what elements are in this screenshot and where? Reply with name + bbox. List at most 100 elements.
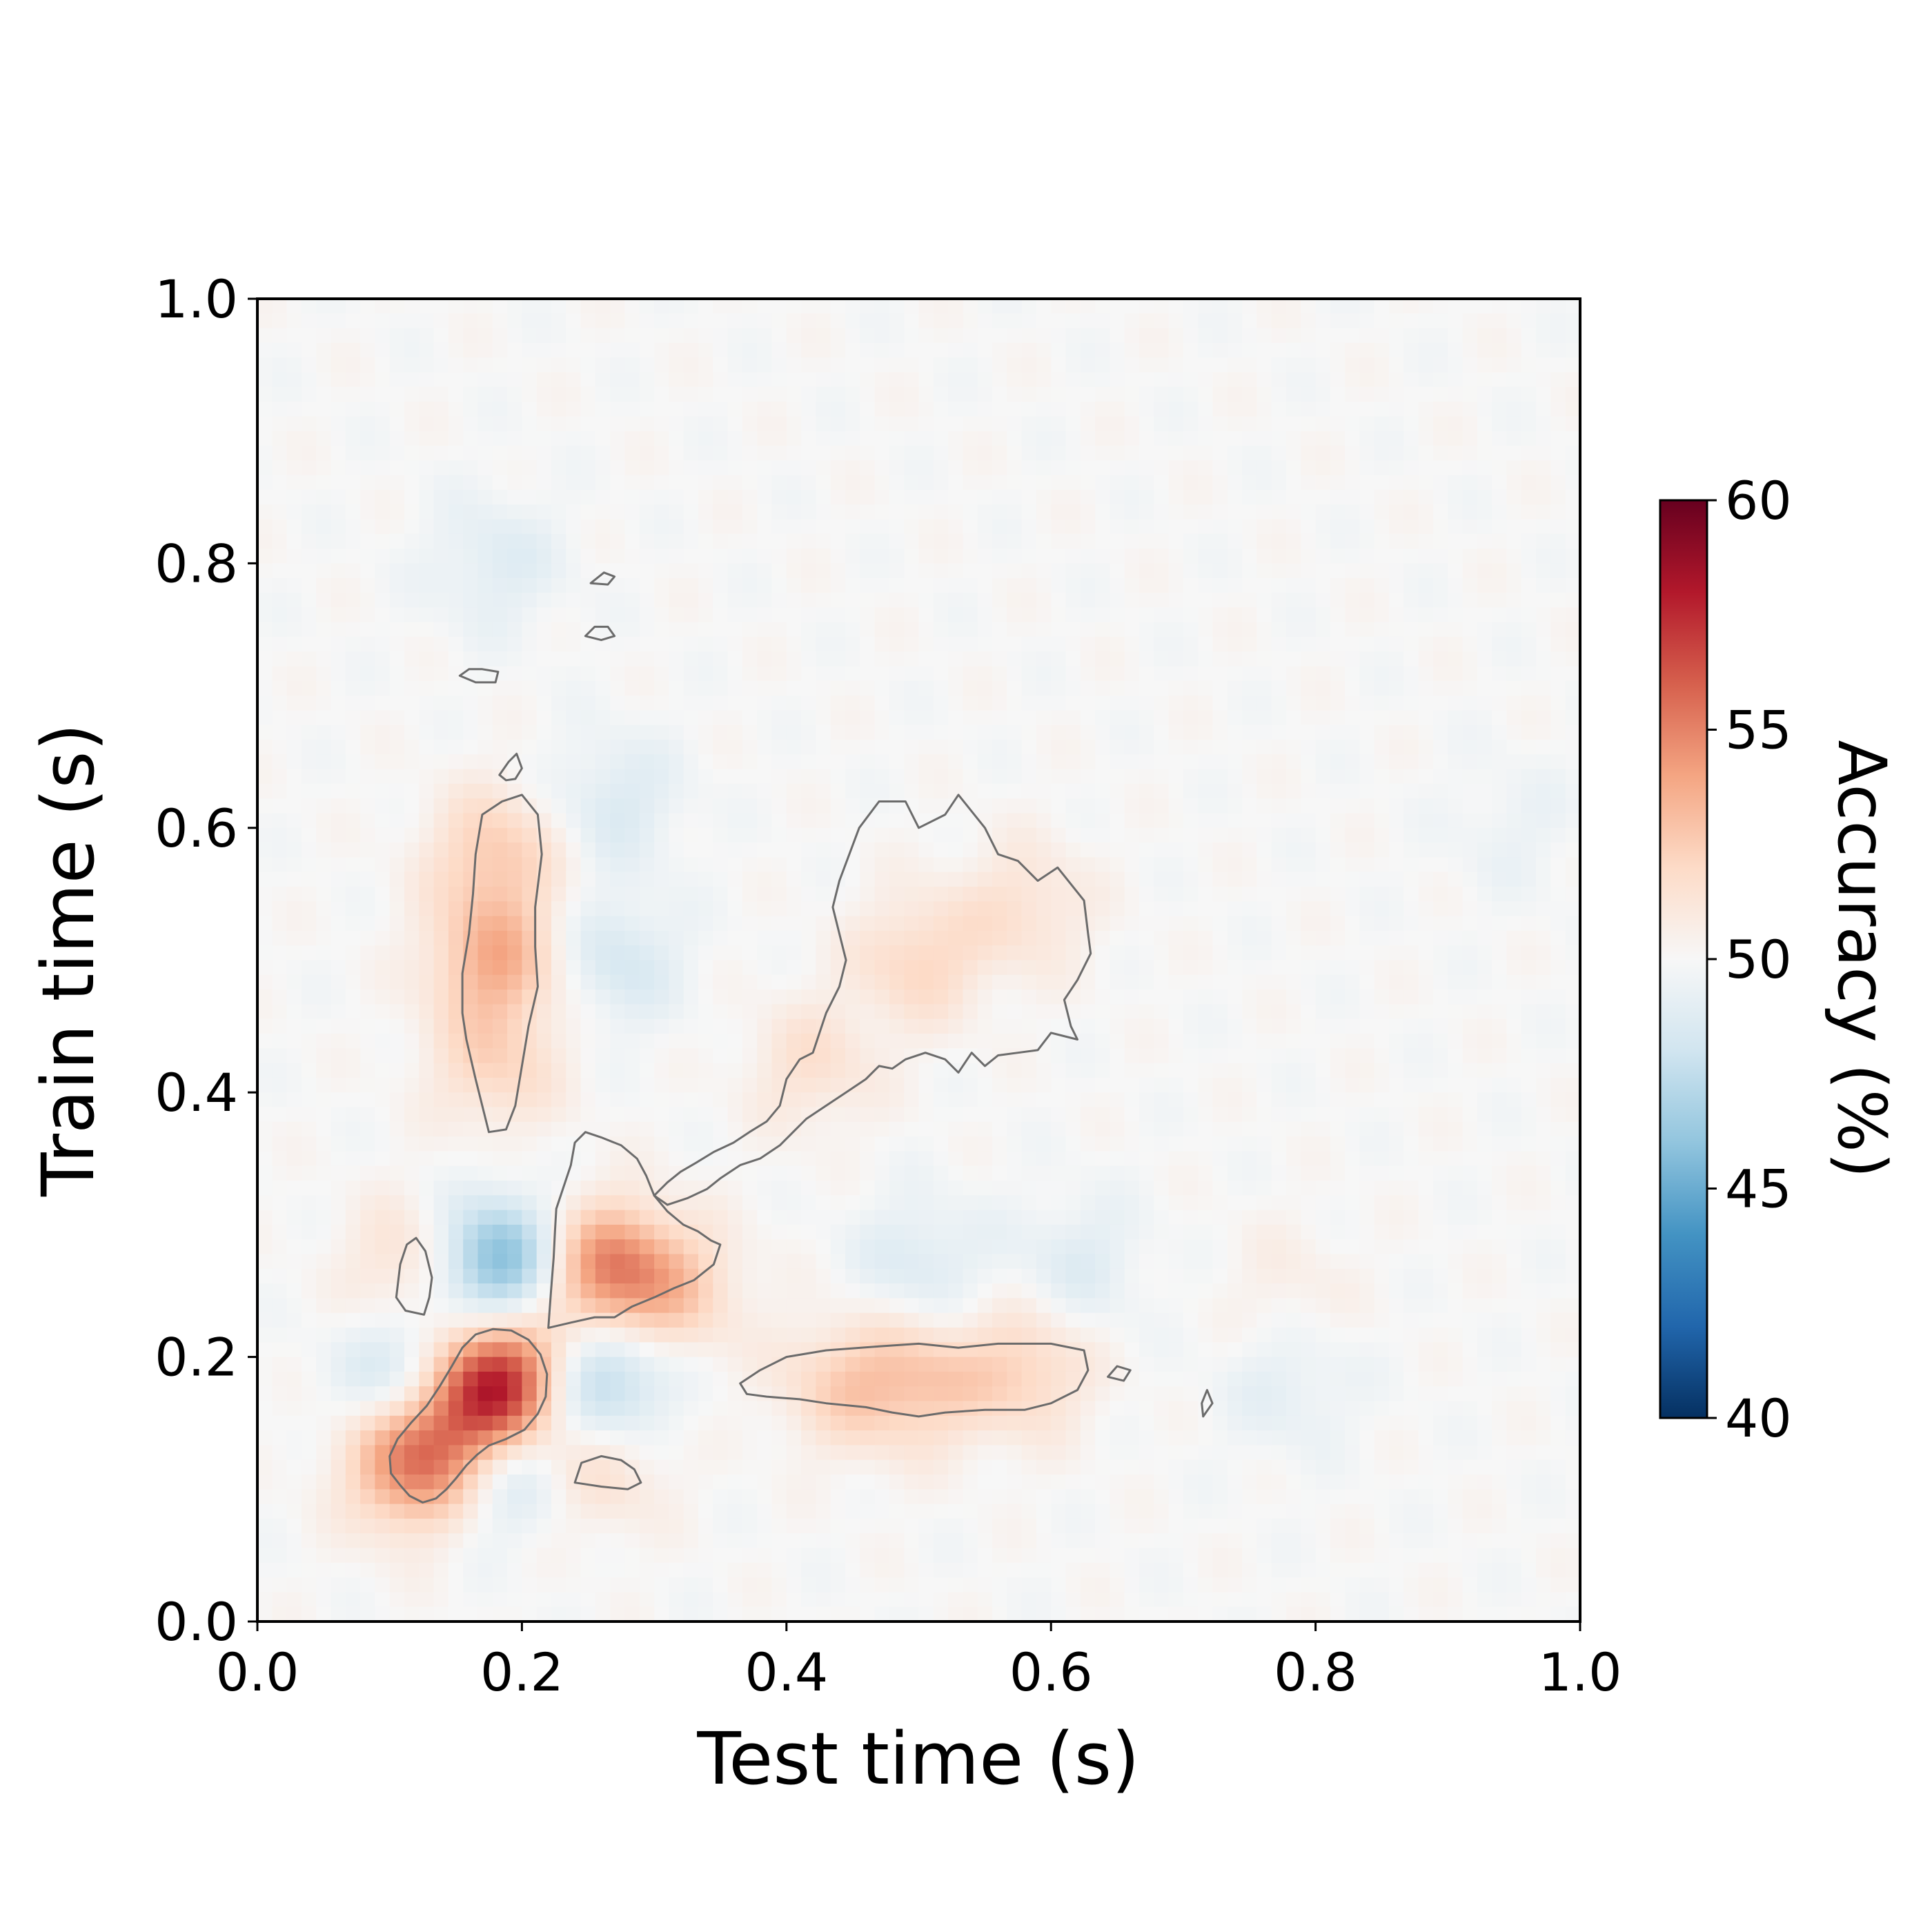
- heatmap-cell: [1021, 696, 1037, 711]
- heatmap-cell: [889, 1107, 905, 1123]
- heatmap-cell: [624, 299, 640, 314]
- heatmap-cell: [639, 328, 655, 344]
- heatmap-cell: [433, 578, 449, 593]
- heatmap-cell: [536, 887, 552, 902]
- heatmap-cell: [551, 1165, 566, 1181]
- heatmap-cell: [845, 724, 860, 740]
- heatmap-cell: [522, 945, 538, 961]
- heatmap-cell: [345, 1548, 361, 1564]
- heatmap-cell: [522, 1357, 538, 1372]
- heatmap-cell: [771, 372, 787, 388]
- heatmap-cell: [595, 504, 611, 520]
- heatmap-cell: [507, 945, 522, 961]
- heatmap-cell: [845, 402, 860, 417]
- heatmap-cell: [551, 636, 566, 652]
- heatmap-cell: [595, 930, 611, 946]
- heatmap-cell: [1036, 666, 1052, 682]
- heatmap-cell: [257, 1371, 273, 1387]
- heatmap-cell: [918, 1489, 934, 1505]
- heatmap-cell: [507, 563, 522, 579]
- heatmap-cell: [889, 1504, 905, 1519]
- heatmap-cell: [963, 386, 978, 402]
- heatmap-cell: [272, 1283, 288, 1299]
- heatmap-cell: [433, 1548, 449, 1564]
- heatmap-cell: [889, 1048, 905, 1064]
- heatmap-cell: [757, 887, 773, 902]
- heatmap-cell: [331, 989, 346, 1005]
- heatmap-cell: [404, 416, 420, 432]
- heatmap-cell: [316, 1548, 332, 1564]
- heatmap-cell: [654, 724, 669, 740]
- heatmap-cell: [331, 1386, 346, 1402]
- heatmap-cell: [992, 813, 1007, 829]
- heatmap-cell: [551, 871, 566, 887]
- heatmap-cell: [257, 1063, 273, 1078]
- heatmap-cell: [1051, 1606, 1067, 1621]
- heatmap-cell: [389, 901, 405, 917]
- heatmap-cell: [904, 960, 920, 976]
- heatmap-cell: [830, 710, 846, 726]
- heatmap-cell: [1036, 1504, 1052, 1519]
- heatmap-cell: [977, 1328, 993, 1343]
- heatmap-cell: [419, 724, 435, 740]
- heatmap-cell: [477, 1562, 493, 1578]
- heatmap-cell: [624, 724, 640, 740]
- heatmap-cell: [669, 1357, 684, 1372]
- heatmap-cell: [522, 460, 538, 476]
- heatmap-cell: [669, 446, 684, 461]
- heatmap-cell: [845, 519, 860, 535]
- heatmap-cell: [742, 783, 758, 799]
- heatmap-cell: [1021, 901, 1037, 917]
- heatmap-cell: [948, 475, 963, 491]
- heatmap-cell: [889, 402, 905, 417]
- heatmap-cell: [331, 386, 346, 402]
- heatmap-cell: [375, 1063, 391, 1078]
- heatmap-cell: [889, 960, 905, 976]
- heatmap-cell: [786, 783, 802, 799]
- heatmap-cell: [610, 827, 626, 843]
- heatmap-cell: [536, 1606, 552, 1621]
- heatmap-cell: [492, 783, 508, 799]
- heatmap-cell: [860, 1357, 876, 1372]
- heatmap-cell: [771, 1504, 787, 1519]
- heatmap-cell: [419, 1562, 435, 1578]
- heatmap-cell: [918, 1415, 934, 1431]
- heatmap-cell: [948, 1004, 963, 1020]
- heatmap-cell: [448, 783, 464, 799]
- heatmap-cell: [375, 1459, 391, 1475]
- heatmap-cell: [301, 475, 317, 491]
- heatmap-cell: [1065, 710, 1081, 726]
- heatmap-cell: [1021, 1151, 1037, 1167]
- heatmap-cell: [904, 1475, 920, 1490]
- heatmap-cell: [389, 1562, 405, 1578]
- heatmap-cell: [654, 1386, 669, 1402]
- heatmap-cell: [860, 1254, 876, 1270]
- heatmap-cell: [1051, 666, 1067, 682]
- heatmap-cell: [654, 1445, 669, 1461]
- heatmap-cell: [639, 504, 655, 520]
- heatmap-cell: [331, 1415, 346, 1431]
- heatmap-cell: [624, 1077, 640, 1093]
- heatmap-cell: [1065, 475, 1081, 491]
- heatmap-cell: [536, 651, 552, 667]
- heatmap-cell: [992, 1063, 1007, 1078]
- heatmap-cell: [786, 1239, 802, 1255]
- heatmap-cell: [404, 1224, 420, 1240]
- heatmap-cell: [977, 1268, 993, 1284]
- heatmap-cell: [669, 1224, 684, 1240]
- heatmap-cell: [595, 680, 611, 696]
- heatmap-cell: [889, 871, 905, 887]
- heatmap-cell: [1036, 842, 1052, 858]
- heatmap-cell: [669, 1430, 684, 1446]
- heatmap-cell: [477, 1445, 493, 1461]
- heatmap-cell: [1021, 1268, 1037, 1284]
- heatmap-cell: [301, 460, 317, 476]
- heatmap-cell: [345, 1077, 361, 1093]
- heatmap-cell: [698, 1459, 713, 1475]
- heatmap-cell: [610, 666, 626, 682]
- heatmap-cell: [463, 1328, 479, 1343]
- heatmap-cell: [610, 945, 626, 961]
- heatmap-cell: [1021, 1386, 1037, 1402]
- heatmap-cell: [331, 1445, 346, 1461]
- heatmap-cell: [1065, 328, 1081, 344]
